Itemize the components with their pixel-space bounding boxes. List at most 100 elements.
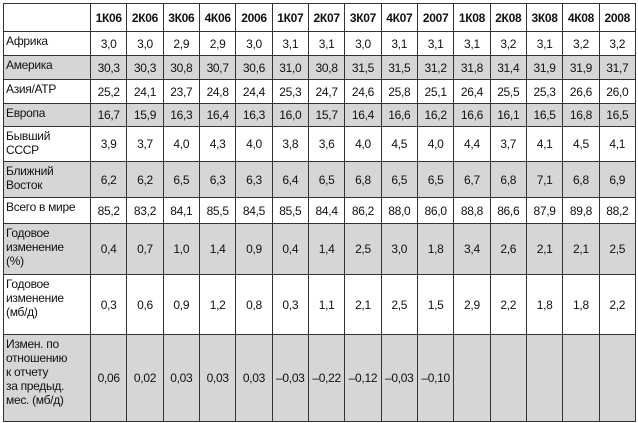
cell: –0,10 xyxy=(416,334,455,422)
cell: 25,3 xyxy=(525,79,564,104)
cell: 25,8 xyxy=(380,79,418,104)
table-row: Измен. по отношению к отчету за предыд. … xyxy=(3,334,637,422)
cell: 6,5 xyxy=(416,161,455,198)
cell: 84,1 xyxy=(162,197,200,224)
cell: 30,7 xyxy=(198,55,237,80)
cell: 0,02 xyxy=(126,334,164,422)
cell: 2,9 xyxy=(162,31,200,56)
cell: 88,2 xyxy=(598,197,637,224)
empty-cell xyxy=(598,334,637,422)
cell: –0,12 xyxy=(344,334,382,422)
cell: 3,2 xyxy=(598,31,637,56)
cell: 3,0 xyxy=(89,31,128,56)
cell: 85,5 xyxy=(271,197,309,224)
column-header: 2008 xyxy=(598,3,637,32)
cell: 3,1 xyxy=(271,31,309,56)
cell: 31,0 xyxy=(271,55,309,80)
cell: 4,0 xyxy=(344,126,382,162)
cell: 0,3 xyxy=(271,274,309,335)
cell: 2,1 xyxy=(344,274,382,335)
cell: 6,8 xyxy=(344,161,382,198)
cell: 0,03 xyxy=(198,334,237,422)
cell: 0,3 xyxy=(89,274,128,335)
row-label: Африка xyxy=(3,31,91,56)
cell: 3,7 xyxy=(126,126,164,162)
cell: 3,1 xyxy=(307,31,346,56)
cell: 3,1 xyxy=(525,31,564,56)
cell: 6,8 xyxy=(562,161,600,198)
cell: –0,22 xyxy=(307,334,346,422)
cell: 3,1 xyxy=(453,31,491,56)
table-row: Африка 3,0 3,0 2,9 2,9 3,0 3,1 3,1 3,0 3,1 3,1 3,1 3… xyxy=(3,31,637,56)
cell: 4,5 xyxy=(380,126,418,162)
cell: 0,9 xyxy=(235,223,273,275)
cell: 25,1 xyxy=(416,79,455,104)
cell: 24,4 xyxy=(235,79,273,104)
cell: 89,8 xyxy=(562,197,600,224)
table-row: Всего в мире 85,2 83,2 84,1 85,5 84,5 85,5 84,4… xyxy=(3,197,637,224)
column-header: 1К06 xyxy=(89,3,128,32)
cell: 15,7 xyxy=(307,103,346,127)
cell: 2,2 xyxy=(489,274,527,335)
cell: 31,2 xyxy=(416,55,455,80)
cell: 88,8 xyxy=(453,197,491,224)
empty-cell xyxy=(562,334,600,422)
cell: 86,6 xyxy=(489,197,527,224)
cell: 16,6 xyxy=(380,103,418,127)
cell: 85,5 xyxy=(198,197,237,224)
cell: 25,5 xyxy=(489,79,527,104)
cell: 7,1 xyxy=(525,161,564,198)
column-header: 4К08 xyxy=(562,3,600,32)
cell: 24,7 xyxy=(307,79,346,104)
cell: 1,4 xyxy=(198,223,237,275)
column-header: 2К06 xyxy=(126,3,164,32)
column-header: 4К07 xyxy=(380,3,418,32)
cell: 6,2 xyxy=(126,161,164,198)
cell: 6,2 xyxy=(89,161,128,198)
cell: 87,9 xyxy=(525,197,564,224)
cell: 3,2 xyxy=(562,31,600,56)
row-label: Измен. по отношению к отчету за предыд. … xyxy=(3,334,91,422)
cell: 3,8 xyxy=(271,126,309,162)
cell: 24,1 xyxy=(126,79,164,104)
corner-cell xyxy=(3,3,91,32)
cell: 31,9 xyxy=(562,55,600,80)
cell: 24,6 xyxy=(344,79,382,104)
empty-cell xyxy=(453,334,491,422)
table-row: Бывший СССР 3,9 3,7 4,0 4,3 4,0 3,8 3,6 4,0 4,5 4,… xyxy=(3,126,637,162)
cell: 16,0 xyxy=(271,103,309,127)
table-row: Ближний Восток 6,2 6,2 6,5 6,3 6,3 6,4 6,5 6,8 6,… xyxy=(3,161,637,198)
cell: 3,6 xyxy=(307,126,346,162)
row-label: Азия/АТР xyxy=(3,79,91,104)
cell: –0,03 xyxy=(380,334,418,422)
cell: 16,7 xyxy=(89,103,128,127)
cell: 2,1 xyxy=(525,223,564,275)
cell: 16,5 xyxy=(598,103,637,127)
cell: 16,5 xyxy=(525,103,564,127)
column-header: 3К08 xyxy=(525,3,564,32)
cell: 1,8 xyxy=(562,274,600,335)
column-header: 4К06 xyxy=(198,3,237,32)
column-header: 1К07 xyxy=(271,3,309,32)
cell: 6,4 xyxy=(271,161,309,198)
cell: 6,5 xyxy=(162,161,200,198)
cell: 6,8 xyxy=(489,161,527,198)
column-header: 3К07 xyxy=(344,3,382,32)
cell: 16,4 xyxy=(344,103,382,127)
cell: 83,2 xyxy=(126,197,164,224)
cell: 2,6 xyxy=(489,223,527,275)
cell: 88,0 xyxy=(380,197,418,224)
cell: 3,1 xyxy=(380,31,418,56)
cell: 6,5 xyxy=(380,161,418,198)
cell: 25,2 xyxy=(89,79,128,104)
column-header: 2К07 xyxy=(307,3,346,32)
cell: 30,8 xyxy=(307,55,346,80)
cell: 15,9 xyxy=(126,103,164,127)
cell: 2,5 xyxy=(344,223,382,275)
cell: 4,1 xyxy=(525,126,564,162)
cell: 4,3 xyxy=(198,126,237,162)
cell: 6,7 xyxy=(453,161,491,198)
column-header: 2007 xyxy=(416,3,455,32)
table-row: Годовое изменение (мб/д) 0,3 0,6 0,9 1,2 0,8 0… xyxy=(3,274,637,335)
